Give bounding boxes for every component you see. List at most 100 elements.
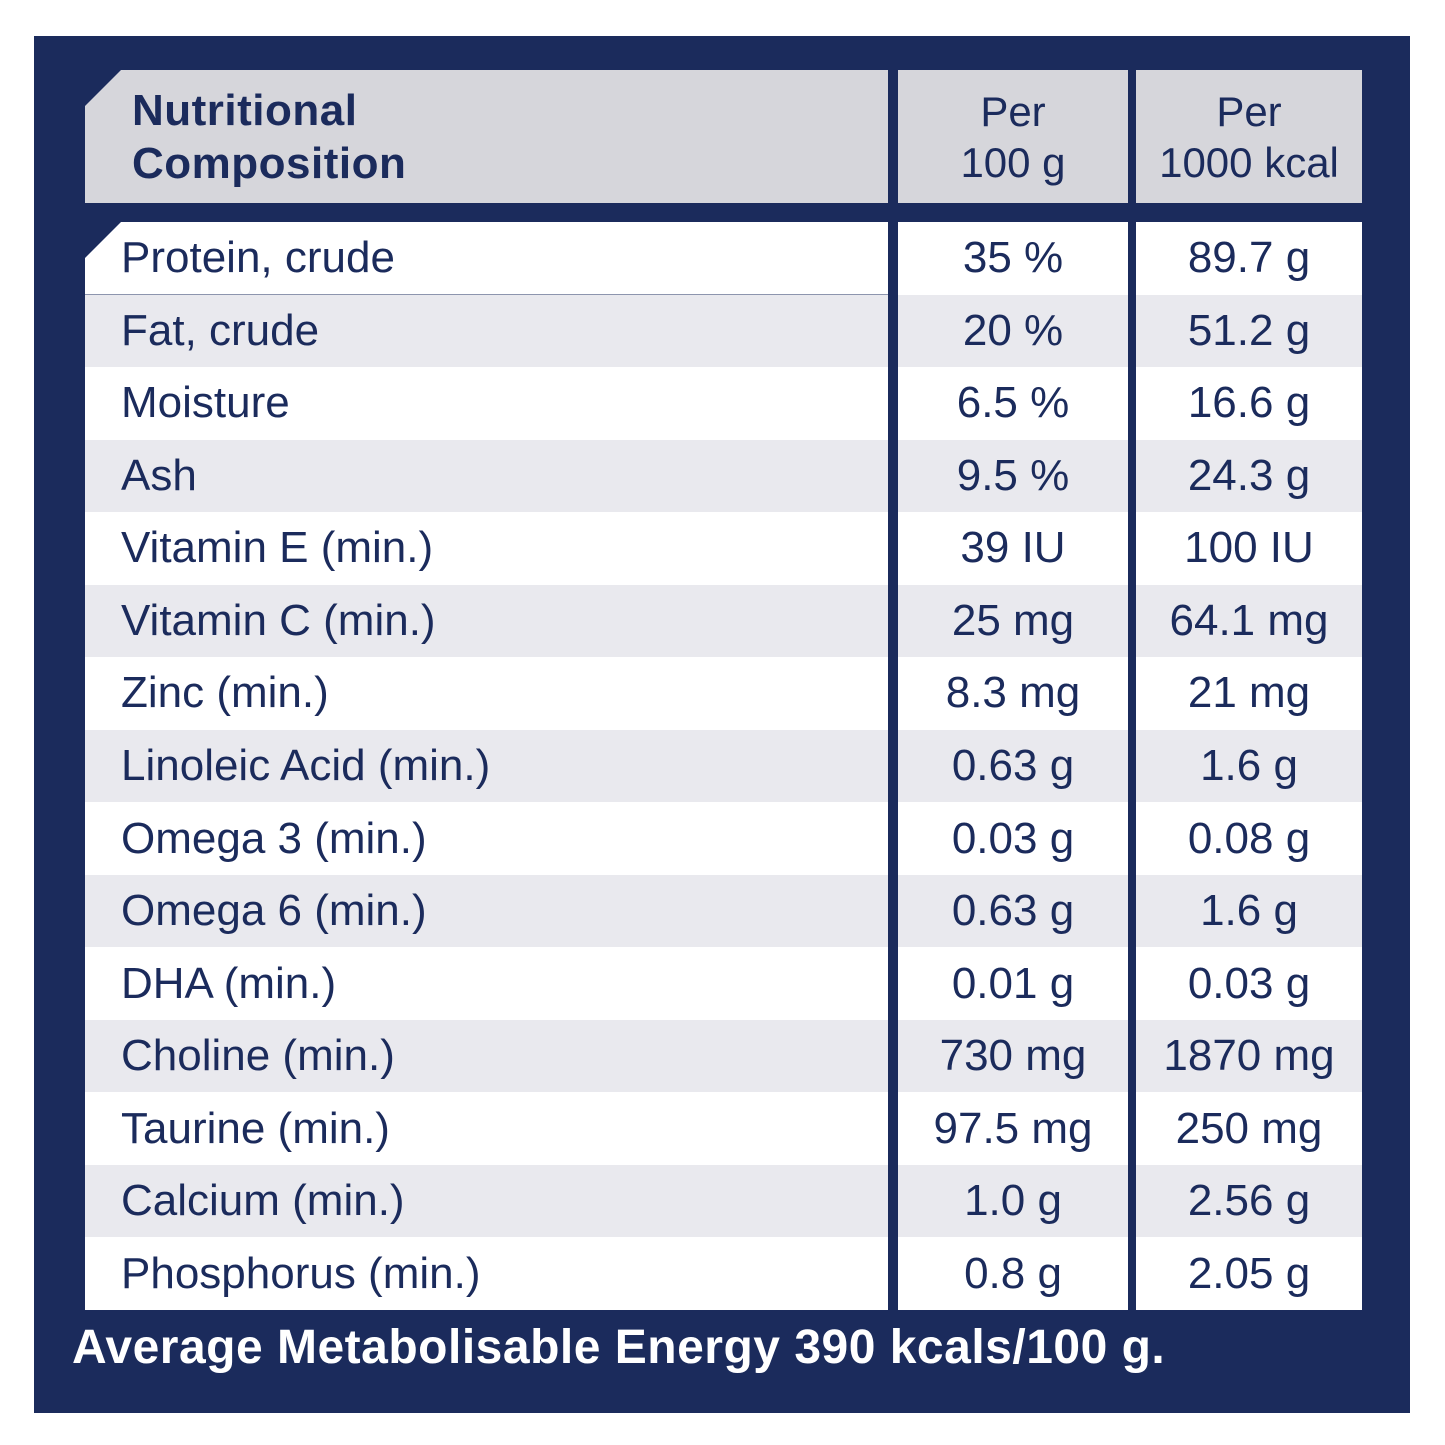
column-divider <box>888 585 898 658</box>
column-divider <box>1128 512 1136 585</box>
column-divider <box>1128 295 1136 368</box>
column-divider <box>1128 802 1136 875</box>
row-label: DHA (min.) <box>85 947 888 1020</box>
column-divider <box>1128 947 1136 1020</box>
table-row: Vitamin C (min.) 25 mg 64.1 mg <box>85 584 1362 658</box>
column-divider <box>1128 440 1136 513</box>
row-value-per-1000kcal: 1870 mg <box>1136 1019 1362 1093</box>
row-label: Taurine (min.) <box>85 1092 888 1165</box>
table-row: Protein, crude 35 % 89.7 g <box>85 222 1362 295</box>
row-label: Zinc (min.) <box>85 657 888 730</box>
table-row: Ash 9.5 % 24.3 g <box>85 439 1362 513</box>
row-value-per-1000kcal: 64.1 mg <box>1136 584 1362 658</box>
footer-energy-note: Average Metabolisable Energy 390 kcals/1… <box>72 1321 1166 1374</box>
column-divider <box>888 1237 898 1310</box>
column-divider <box>1128 585 1136 658</box>
column-divider <box>888 295 898 368</box>
table-row: Vitamin E (min.) 39 IU 100 IU <box>85 512 1362 585</box>
table-row: Fat, crude 20 % 51.2 g <box>85 294 1362 368</box>
row-label: Choline (min.) <box>85 1019 888 1093</box>
header-column-divider <box>888 70 898 203</box>
row-label: Protein, crude <box>85 222 888 295</box>
row-label: Omega 3 (min.) <box>85 802 888 875</box>
column-divider <box>888 1092 898 1165</box>
column-divider <box>1128 1092 1136 1165</box>
table-row: Moisture 6.5 % 16.6 g <box>85 367 1362 440</box>
header-per-100g-cell: Per 100 g <box>898 70 1128 203</box>
row-value-per-1000kcal: 0.08 g <box>1136 802 1362 875</box>
column-divider <box>888 512 898 585</box>
table-row: Phosphorus (min.) 0.8 g 2.05 g <box>85 1237 1362 1310</box>
column-divider <box>888 802 898 875</box>
row-value-per-100g: 0.03 g <box>898 802 1128 875</box>
column-divider <box>888 875 898 948</box>
nutrition-panel: Nutritional Composition Per 100 g Per 10… <box>34 36 1410 1413</box>
row-value-per-100g: 9.5 % <box>898 439 1128 513</box>
row-value-per-100g: 39 IU <box>898 512 1128 585</box>
column-divider <box>1128 222 1136 295</box>
header-per-100g-line1: Per <box>980 87 1046 135</box>
row-value-per-100g: 35 % <box>898 222 1128 295</box>
column-divider <box>888 1165 898 1238</box>
column-divider <box>1128 1020 1136 1093</box>
row-value-per-1000kcal: 16.6 g <box>1136 367 1362 440</box>
row-value-per-1000kcal: 2.05 g <box>1136 1237 1362 1310</box>
header-per-1000kcal-line1: Per <box>1216 87 1282 135</box>
column-divider <box>888 222 898 295</box>
row-value-per-1000kcal: 1.6 g <box>1136 729 1362 803</box>
column-divider <box>888 730 898 803</box>
table-header: Nutritional Composition Per 100 g Per 10… <box>85 70 1362 203</box>
column-divider <box>1128 1165 1136 1238</box>
table-row: Zinc (min.) 8.3 mg 21 mg <box>85 657 1362 730</box>
header-per-1000kcal-cell: Per 1000 kcal <box>1136 70 1362 203</box>
column-divider <box>888 440 898 513</box>
row-value-per-100g: 0.01 g <box>898 947 1128 1020</box>
row-value-per-1000kcal: 24.3 g <box>1136 439 1362 513</box>
header-title-line1: Nutritional <box>132 85 358 135</box>
row-label: Linoleic Acid (min.) <box>85 729 888 803</box>
row-value-per-1000kcal: 51.2 g <box>1136 294 1362 368</box>
column-divider <box>888 367 898 440</box>
header-per-100g-line2: 100 g <box>960 138 1066 186</box>
header-title-line2: Composition <box>132 138 407 188</box>
table-row: Omega 6 (min.) 0.63 g 1.6 g <box>85 874 1362 948</box>
table-body: Protein, crude 35 % 89.7 g Fat, crude 20… <box>85 222 1362 1310</box>
column-divider <box>1128 1237 1136 1310</box>
row-value-per-1000kcal: 0.03 g <box>1136 947 1362 1020</box>
row-value-per-100g: 0.8 g <box>898 1237 1128 1310</box>
column-divider <box>888 657 898 730</box>
table-row: Taurine (min.) 97.5 mg 250 mg <box>85 1092 1362 1165</box>
row-label: Omega 6 (min.) <box>85 874 888 948</box>
column-divider <box>888 947 898 1020</box>
row-value-per-1000kcal: 1.6 g <box>1136 874 1362 948</box>
row-value-per-100g: 25 mg <box>898 584 1128 658</box>
row-value-per-100g: 20 % <box>898 294 1128 368</box>
row-value-per-100g: 730 mg <box>898 1019 1128 1093</box>
table-row: Omega 3 (min.) 0.03 g 0.08 g <box>85 802 1362 875</box>
header-title-cell: Nutritional Composition <box>85 70 888 203</box>
column-divider <box>888 1020 898 1093</box>
row-label: Phosphorus (min.) <box>85 1237 888 1310</box>
row-label: Calcium (min.) <box>85 1164 888 1238</box>
table-row: DHA (min.) 0.01 g 0.03 g <box>85 947 1362 1020</box>
header-column-divider <box>1128 70 1136 203</box>
row-label: Vitamin C (min.) <box>85 584 888 658</box>
row-value-per-100g: 1.0 g <box>898 1164 1128 1238</box>
table-row: Linoleic Acid (min.) 0.63 g 1.6 g <box>85 729 1362 803</box>
header-per-1000kcal-line2: 1000 kcal <box>1159 138 1339 186</box>
row-label: Fat, crude <box>85 294 888 368</box>
row-label: Ash <box>85 439 888 513</box>
row-label: Vitamin E (min.) <box>85 512 888 585</box>
column-divider <box>1128 730 1136 803</box>
row-value-per-100g: 0.63 g <box>898 874 1128 948</box>
row-value-per-1000kcal: 2.56 g <box>1136 1164 1362 1238</box>
row-value-per-1000kcal: 100 IU <box>1136 512 1362 585</box>
row-value-per-1000kcal: 21 mg <box>1136 657 1362 730</box>
column-divider <box>1128 875 1136 948</box>
row-label: Moisture <box>85 367 888 440</box>
row-value-per-100g: 0.63 g <box>898 729 1128 803</box>
row-value-per-100g: 8.3 mg <box>898 657 1128 730</box>
row-value-per-1000kcal: 250 mg <box>1136 1092 1362 1165</box>
column-divider <box>1128 657 1136 730</box>
